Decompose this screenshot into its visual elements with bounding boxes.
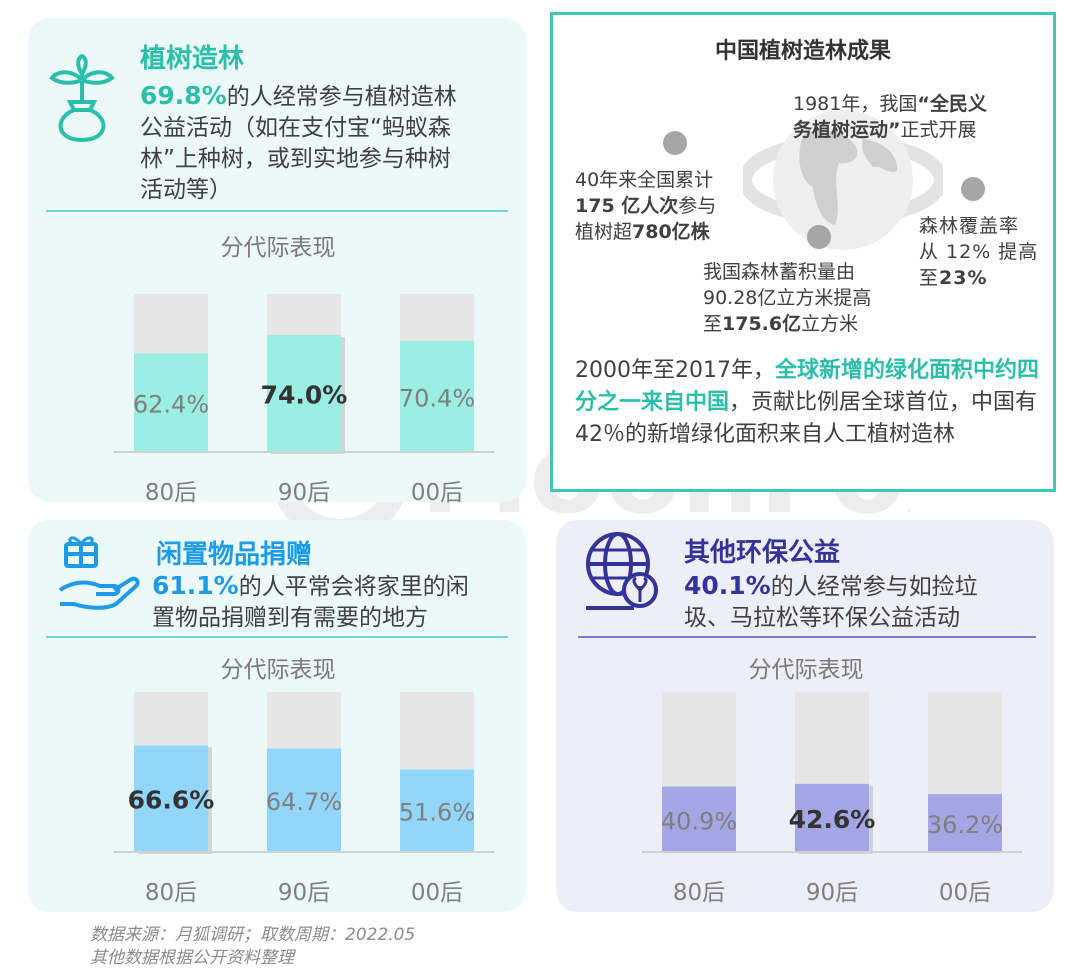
env-divider	[578, 636, 1036, 638]
source-line-1: 数据来源：月狐调研；取数周期：2022.05	[90, 925, 416, 945]
fact-forest-stock: 我国森林蓄积量由 90.28亿立方米提高 至175.6亿立方米	[703, 259, 913, 337]
donation-desc-a: 的人平常会将家里的闲	[238, 574, 469, 600]
fact-1981: 1981年，我国“全民义 务植树运动”正式开展	[793, 91, 1053, 143]
bar	[267, 748, 341, 852]
fact2-e: 780亿株	[632, 221, 710, 243]
category-label: 00后	[411, 880, 463, 906]
env-generation-chart: 40.9% 80后 42.6% 90后 36.2% 00后	[642, 692, 1022, 906]
fact-dot-2	[961, 177, 985, 201]
tree-percent: 69.8%	[140, 81, 227, 110]
env-percent: 40.1%	[684, 571, 771, 600]
bar-value-label: 40.9%	[661, 807, 737, 835]
category-label: 90后	[278, 880, 330, 906]
donation-title: 闲置物品捐赠	[156, 540, 313, 570]
fact2-c: 参与	[678, 195, 717, 217]
tree-desc-b: 公益活动（如在支付宝“蚂蚁森	[140, 115, 451, 141]
fact1-d: 正式开展	[900, 119, 977, 141]
env-title: 其他环保公益	[684, 538, 841, 568]
bar-value-label: 64.7%	[266, 788, 342, 816]
bar	[400, 769, 474, 852]
china-title: 中国植树造林成果	[714, 39, 891, 64]
environmental-panel: 其他环保公益 40.1%的人经常参与如捡垃 圾、马拉松等环保公益活动 分代际表现…	[556, 520, 1054, 912]
globe-plant-icon	[586, 532, 658, 610]
category-label: 00后	[411, 480, 463, 506]
bar	[134, 745, 208, 852]
category-label: 90后	[806, 880, 858, 906]
donation-description: 61.1%的人平常会将家里的闲 置物品捐赠到有需要的地方	[152, 570, 522, 634]
china-summary: 2000年至2017年，全球新增的绿化面积中约四分之一来自中国，贡献比例居全球首…	[575, 355, 1045, 451]
fact-dot-1	[663, 131, 687, 155]
fact-40-years: 40年来全国累计 175 亿人次参与 植树超780亿株	[575, 167, 775, 245]
donation-chart-subtitle: 分代际表现	[220, 657, 336, 683]
bar-value-label: 36.2%	[927, 811, 1003, 839]
bar	[928, 794, 1002, 852]
fact4-a: 我国森林蓄积量由	[703, 261, 856, 283]
env-desc-b: 圾、马拉松等环保公益活动	[684, 605, 960, 631]
tree-desc-c: 林”上种树，或到实地参与种树	[140, 146, 451, 172]
fact-dot-3	[807, 225, 831, 249]
tree-desc-a: 的人经常参与植树造林	[226, 84, 457, 110]
summary-c: ，贡献比例居全球首位，中国有42％的新增绿化面积来自人工植树造林	[575, 390, 1038, 447]
fact3-c: 至	[919, 267, 940, 289]
summary-b: 全球新增的绿化面积中约四分之一来自中国	[575, 358, 1039, 415]
source-line-2: 其他数据根据公开资料整理	[90, 948, 294, 968]
fact4-d: 175.6亿	[722, 313, 802, 335]
donation-generation-chart: 66.6% 80后 64.7% 90后 51.6% 00后	[114, 692, 494, 906]
fact2-d: 植树超	[575, 221, 633, 243]
fact1-c: 务植树运动”	[793, 119, 901, 141]
donation-panel: 闲置物品捐赠 61.1%的人平常会将家里的闲 置物品捐赠到有需要的地方 分代际表…	[28, 520, 526, 912]
bar-value-label: 42.6%	[789, 805, 876, 834]
bar	[134, 353, 208, 452]
china-afforestation-box: 中国植树造林成果 1981年，我国“全民义 务植树运动”正式开展 40年来全国累…	[550, 12, 1056, 492]
data-source-note: 数据来源：月狐调研；取数周期：2022.05 其他数据根据公开资料整理	[90, 924, 415, 970]
fact4-c: 至	[703, 313, 723, 335]
donation-divider	[46, 636, 508, 638]
env-chart-subtitle: 分代际表现	[748, 657, 864, 683]
fact3-b: 从 12% 提高	[919, 241, 1039, 263]
sprout-bag-icon	[49, 54, 115, 143]
tree-title: 植树造林	[140, 44, 245, 74]
bar-value-label: 70.4%	[399, 384, 475, 412]
bar	[267, 335, 341, 452]
category-label: 80后	[145, 480, 197, 506]
tree-description: 69.8%的人经常参与植树造林 公益活动（如在支付宝“蚂蚁森 林”上种树，或到实…	[140, 80, 520, 206]
tree-generation-chart: 62.4% 80后 74.0% 90后 70.4% 00后	[114, 294, 494, 506]
bar	[795, 783, 869, 852]
donation-percent: 61.1%	[152, 571, 239, 600]
bar-value-label: 66.6%	[128, 786, 215, 815]
bar-value-label: 51.6%	[399, 799, 475, 827]
fact2-b: 175 亿人次	[575, 195, 679, 217]
globe-icon	[743, 110, 943, 250]
fact3-a: 森林覆盖率	[919, 215, 1020, 237]
tree-planting-panel: 植树造林 69.8%的人经常参与植树造林 公益活动（如在支付宝“蚂蚁森 林”上种…	[28, 18, 526, 506]
tree-divider	[46, 210, 508, 212]
category-label: 80后	[673, 880, 725, 906]
bar	[400, 340, 474, 452]
bar-value-label: 74.0%	[261, 381, 348, 410]
fact4-b: 90.28亿立方米提高	[703, 287, 872, 309]
bar	[662, 786, 736, 852]
category-label: 90后	[278, 480, 330, 506]
fact2-a: 40年来全国累计	[575, 169, 714, 191]
tree-desc-d: 活动等）	[140, 177, 232, 203]
donation-desc-b: 置物品捐赠到有需要的地方	[152, 605, 428, 631]
fact1-a: 1981年，我国	[793, 93, 918, 115]
env-description: 40.1%的人经常参与如捡垃 圾、马拉松等环保公益活动	[684, 570, 1044, 634]
category-label: 80后	[145, 880, 197, 906]
gift-hand-icon	[58, 536, 140, 610]
fact-forest-coverage: 森林覆盖率 从 12% 提高 至23%	[919, 213, 1059, 291]
tree-chart-subtitle: 分代际表现	[220, 235, 336, 261]
bar-value-label: 62.4%	[133, 391, 209, 419]
env-desc-a: 的人经常参与如捡垃	[770, 574, 978, 600]
category-label: 00后	[939, 880, 991, 906]
fact4-e: 立方米	[801, 313, 859, 335]
fact3-d: 23%	[939, 267, 988, 289]
summary-a: 2000年至2017年，	[575, 358, 775, 383]
fact1-b: “全民义	[917, 93, 987, 115]
